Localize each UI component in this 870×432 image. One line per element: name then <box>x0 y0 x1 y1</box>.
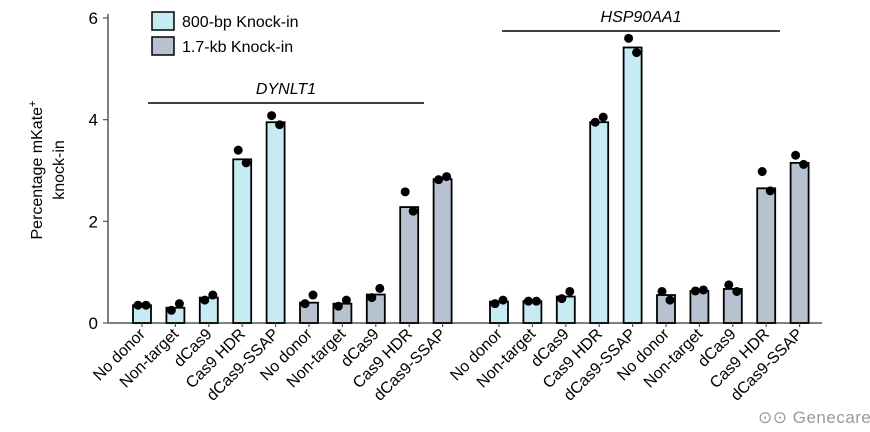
data-point <box>657 286 667 296</box>
data-point <box>166 305 176 315</box>
data-point <box>624 33 634 43</box>
bar <box>232 158 253 324</box>
data-point <box>375 283 385 293</box>
y-axis-title: Percentage mKate+ <box>27 101 46 240</box>
data-point <box>557 294 567 304</box>
data-point <box>757 167 767 177</box>
bar <box>756 187 777 324</box>
data-point <box>765 186 775 196</box>
bar <box>265 121 286 324</box>
data-point <box>408 206 418 216</box>
y-axis-title-line2: knock-in <box>51 140 68 200</box>
legend-swatch <box>151 36 175 56</box>
bar <box>689 290 710 324</box>
data-point <box>523 296 533 306</box>
gene-label: DYNLT1 <box>256 81 316 98</box>
y-tick-label: 2 <box>89 212 98 231</box>
data-point <box>233 145 243 155</box>
y-tick-label: 0 <box>89 314 98 333</box>
legend-label: 800-bp Knock-in <box>182 14 299 31</box>
data-point <box>174 299 184 309</box>
bar <box>399 206 420 324</box>
bar <box>789 161 810 324</box>
data-point <box>133 300 143 310</box>
data-point <box>241 158 251 168</box>
watermark: ⊙⊙ Genecarer <box>758 408 870 428</box>
legend-label: 1.7-kb Knock-in <box>182 39 293 56</box>
data-point <box>400 187 410 197</box>
data-point <box>698 285 708 295</box>
data-point <box>308 290 318 300</box>
legend-swatch <box>151 11 175 31</box>
data-point <box>434 175 444 185</box>
data-point <box>665 295 675 305</box>
data-point <box>590 117 600 127</box>
data-point <box>141 300 151 310</box>
data-point <box>367 293 377 303</box>
data-point <box>791 150 801 160</box>
data-point <box>442 172 452 182</box>
data-point <box>598 112 608 122</box>
watermark-logo-icon: ⊙⊙ <box>758 408 788 427</box>
data-point <box>565 286 575 296</box>
data-point <box>531 296 541 306</box>
data-point <box>208 290 218 300</box>
data-point <box>275 120 285 130</box>
data-point <box>200 295 210 305</box>
gene-label: HSP90AA1 <box>601 9 682 26</box>
data-point <box>732 286 742 296</box>
data-point <box>300 299 310 309</box>
data-point <box>333 301 343 311</box>
bar <box>622 46 643 324</box>
y-tick-label: 6 <box>89 9 98 28</box>
data-point <box>632 48 642 58</box>
y-tick-label: 4 <box>89 111 98 130</box>
data-point <box>267 111 277 121</box>
data-point <box>799 159 809 169</box>
bar <box>589 121 610 324</box>
data-point <box>724 280 734 290</box>
bar <box>432 178 453 324</box>
data-point <box>341 295 351 305</box>
data-point <box>690 286 700 296</box>
data-point <box>490 299 500 309</box>
data-point <box>498 295 508 305</box>
watermark-text: Genecarer <box>792 408 870 427</box>
